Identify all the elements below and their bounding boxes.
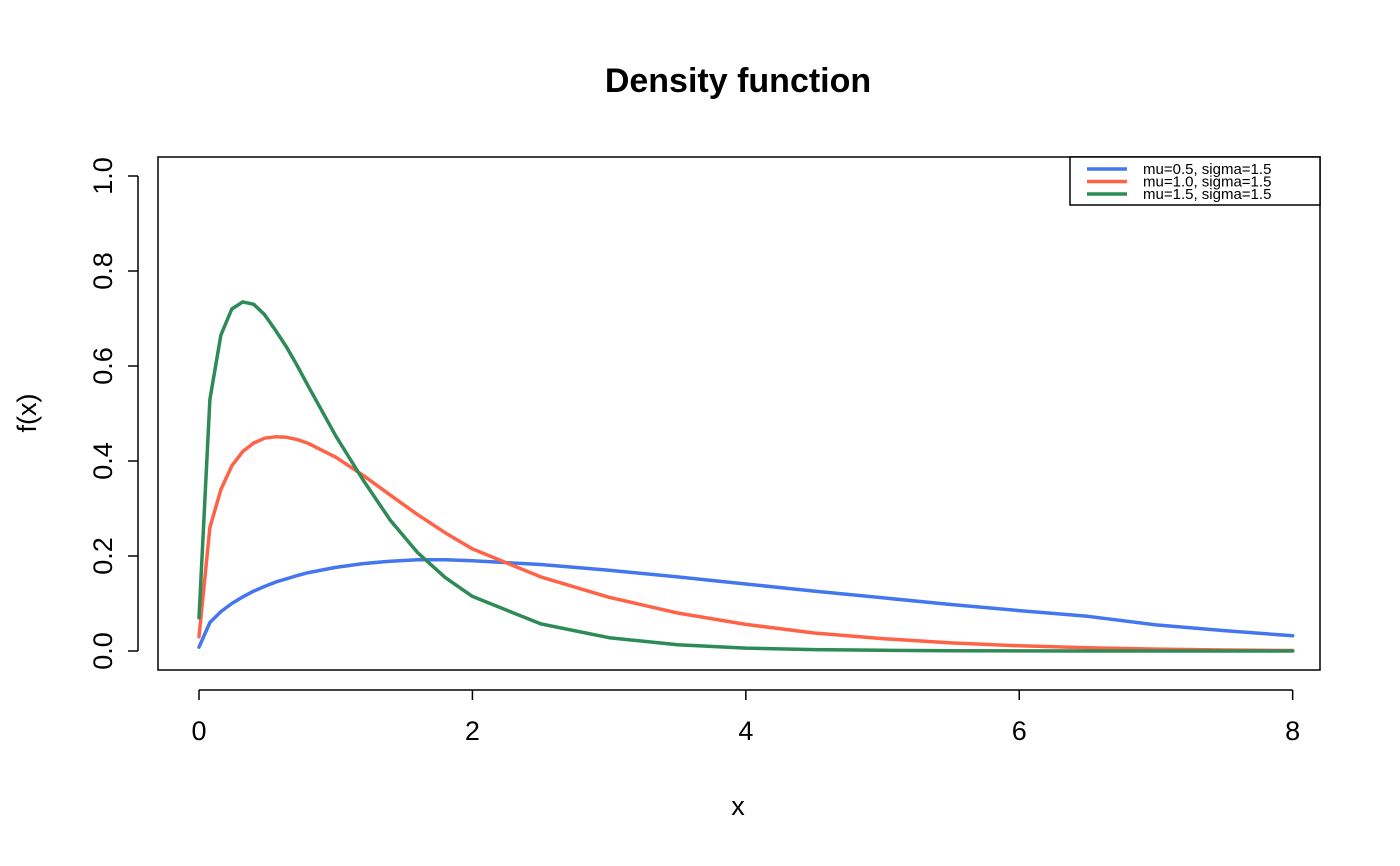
x-axis: 0 2 4 6 8 <box>191 689 1300 746</box>
x-tick-label: 4 <box>738 716 753 746</box>
y-tick-label: 1.0 <box>88 157 118 195</box>
plot-frame <box>157 156 1321 671</box>
x-axis-label: x <box>731 791 745 821</box>
y-axis: 0.0 0.2 0.4 0.6 0.8 1.0 <box>88 157 139 670</box>
series-line-1 <box>197 558 1295 649</box>
y-tick-label: 0.6 <box>88 347 118 385</box>
series-line-2 <box>197 435 1295 653</box>
y-tick-label: 0.0 <box>88 632 118 670</box>
y-tick-label: 0.2 <box>88 537 118 575</box>
chart-title: Density function <box>605 62 871 100</box>
series-layer <box>197 300 1295 653</box>
legend: mu=0.5, sigma=1.5mu=1.0, sigma=1.5mu=1.5… <box>1069 156 1321 206</box>
series-line-3 <box>197 300 1295 653</box>
y-axis-label: f(x) <box>12 394 42 433</box>
y-tick-label: 0.4 <box>88 442 118 480</box>
x-tick-label: 6 <box>1012 716 1027 746</box>
x-tick-label: 8 <box>1285 716 1300 746</box>
x-tick-label: 2 <box>465 716 480 746</box>
y-tick-label: 0.8 <box>88 252 118 290</box>
legend-label-2: mu=1.0, sigma=1.5 <box>1143 174 1271 191</box>
legend-label-3: mu=1.5, sigma=1.5 <box>1143 186 1271 203</box>
legend-label-1: mu=0.5, sigma=1.5 <box>1143 161 1271 178</box>
x-tick-label: 0 <box>191 716 206 746</box>
